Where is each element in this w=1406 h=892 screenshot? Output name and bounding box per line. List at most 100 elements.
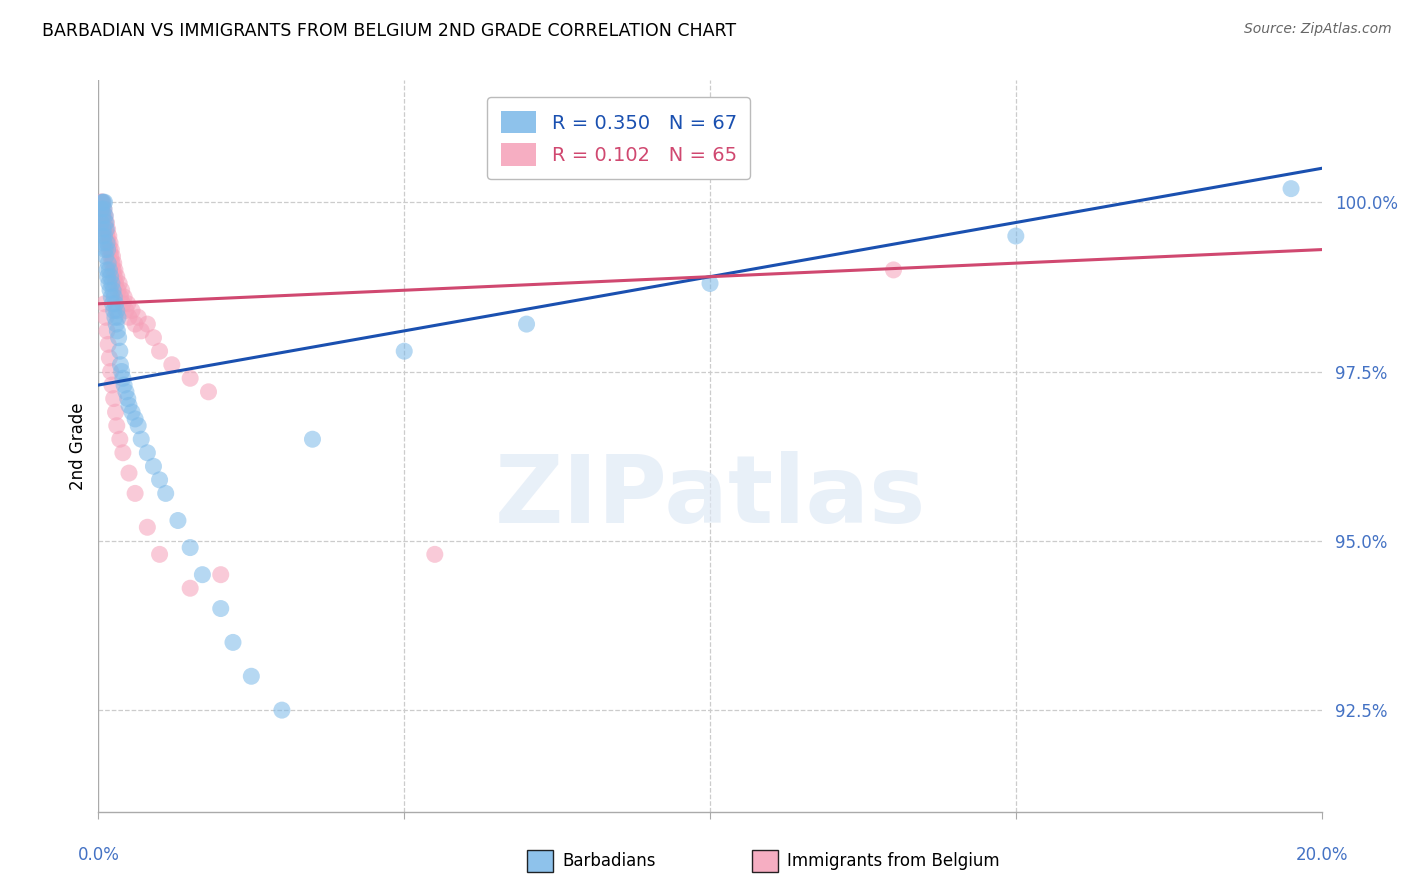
Point <box>423 547 446 561</box>
Point <box>142 331 165 345</box>
Point <box>90 202 112 216</box>
Point <box>93 229 115 244</box>
Point <box>103 269 125 284</box>
Point <box>118 310 141 325</box>
Point <box>516 317 538 331</box>
Point <box>149 547 172 561</box>
Text: Barbadians: Barbadians <box>562 852 657 871</box>
Text: BARBADIAN VS IMMIGRANTS FROM BELGIUM 2ND GRADE CORRELATION CHART: BARBADIAN VS IMMIGRANTS FROM BELGIUM 2ND… <box>42 22 737 40</box>
Point <box>97 337 120 351</box>
Point <box>90 195 112 210</box>
Point <box>197 384 219 399</box>
Point <box>240 669 263 683</box>
Point <box>97 222 120 236</box>
Point <box>149 344 172 359</box>
Point <box>91 222 114 236</box>
Point <box>93 195 115 210</box>
Point <box>96 263 118 277</box>
Point <box>90 215 112 229</box>
Point <box>98 263 121 277</box>
Point <box>90 195 112 210</box>
Point <box>103 303 125 318</box>
Point <box>121 303 143 318</box>
Point <box>103 290 125 304</box>
Point <box>209 567 232 582</box>
Point <box>167 514 190 528</box>
Point <box>118 466 141 480</box>
Point <box>111 371 134 385</box>
Point <box>124 317 146 331</box>
Point <box>97 235 120 250</box>
Point <box>222 635 245 649</box>
Point <box>91 195 114 210</box>
Point <box>105 324 128 338</box>
Point <box>101 263 124 277</box>
Point <box>94 215 117 229</box>
Point <box>136 317 159 331</box>
Point <box>98 283 121 297</box>
Point <box>117 392 139 406</box>
Point <box>124 486 146 500</box>
Point <box>103 256 125 270</box>
Point <box>115 384 138 399</box>
Point <box>94 249 117 263</box>
Point <box>112 290 135 304</box>
Point <box>118 398 141 412</box>
Point <box>91 202 114 216</box>
Point <box>98 235 121 250</box>
Point <box>100 269 122 284</box>
Point <box>117 297 139 311</box>
Point <box>108 432 131 446</box>
Legend: R = 0.350   N = 67, R = 0.102   N = 65: R = 0.350 N = 67, R = 0.102 N = 65 <box>488 97 751 179</box>
Point <box>94 222 117 236</box>
Point <box>191 567 214 582</box>
Point <box>883 263 905 277</box>
Point <box>100 364 122 378</box>
Point <box>111 297 134 311</box>
Point <box>179 581 201 595</box>
Point <box>105 317 128 331</box>
Point <box>101 378 124 392</box>
Point <box>101 283 124 297</box>
Point <box>108 344 131 359</box>
Point <box>97 269 120 284</box>
Point <box>91 229 114 244</box>
Point <box>301 432 323 446</box>
Point <box>104 297 127 311</box>
Point <box>155 486 177 500</box>
Point <box>108 277 131 291</box>
Point <box>94 209 117 223</box>
Point <box>129 324 152 338</box>
Point <box>96 324 118 338</box>
Point <box>97 243 120 257</box>
Point <box>110 358 132 372</box>
Point <box>93 215 115 229</box>
Point <box>91 195 114 210</box>
Point <box>94 243 117 257</box>
Point <box>97 277 120 291</box>
Point <box>142 459 165 474</box>
Point <box>93 202 115 216</box>
Point <box>94 209 117 223</box>
Text: 20.0%: 20.0% <box>1295 846 1348 863</box>
Text: Source: ZipAtlas.com: Source: ZipAtlas.com <box>1244 22 1392 37</box>
Point <box>107 283 129 297</box>
Point <box>101 277 124 291</box>
Point <box>112 378 135 392</box>
Point <box>98 243 121 257</box>
Point <box>97 229 120 244</box>
Point <box>209 601 232 615</box>
Point <box>179 541 201 555</box>
Y-axis label: 2nd Grade: 2nd Grade <box>69 402 87 490</box>
Point <box>93 202 115 216</box>
Point <box>94 310 117 325</box>
Text: 0.0%: 0.0% <box>77 846 120 863</box>
Point <box>96 229 118 244</box>
Point <box>96 235 118 250</box>
Point <box>392 344 416 359</box>
Point <box>101 249 124 263</box>
Point <box>101 256 124 270</box>
Point <box>96 222 118 236</box>
Point <box>104 277 127 291</box>
Point <box>270 703 294 717</box>
